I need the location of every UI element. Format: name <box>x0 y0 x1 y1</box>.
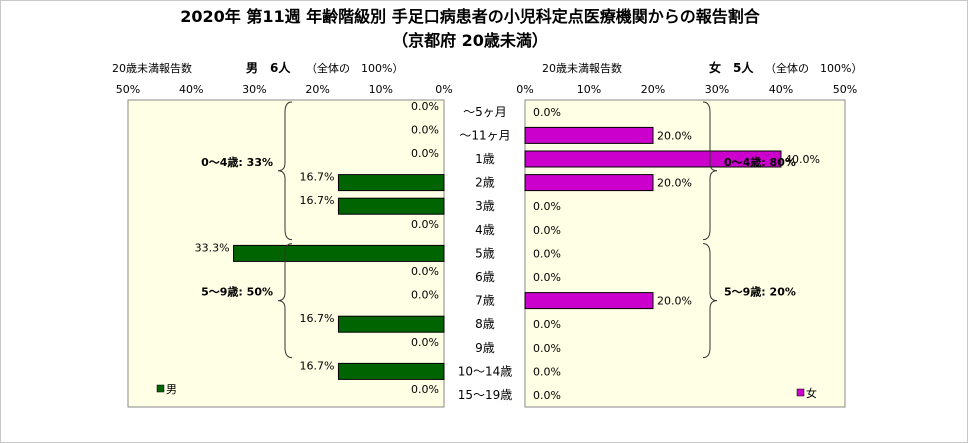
female-data-label: 0.0% <box>533 200 561 213</box>
female-group-brace <box>702 101 718 241</box>
female-data-label: 0.0% <box>533 365 561 378</box>
male-data-label: 0.0% <box>411 218 439 231</box>
male-tick-label: 10% <box>369 83 393 96</box>
female-data-label: 0.0% <box>533 342 561 355</box>
female-data-label: 0.0% <box>533 247 561 260</box>
female-tick-label: 20% <box>641 83 665 96</box>
female-plot-area <box>524 99 846 408</box>
male-caption-total: （全体の 100%） <box>306 61 403 75</box>
male-data-label: 16.7% <box>300 359 335 372</box>
male-group-brace <box>277 101 293 241</box>
male-data-label: 0.0% <box>411 265 439 278</box>
male-data-label: 0.0% <box>411 147 439 160</box>
male-data-label: 16.7% <box>300 194 335 207</box>
female-tick-label: 10% <box>577 83 601 96</box>
female-data-label: 40.0% <box>785 153 820 166</box>
female-data-label: 20.0% <box>657 177 692 190</box>
female-axis-ticks: 0% 10% 20% 30% 40% 50% <box>516 83 857 96</box>
category-label: 10～14歳 <box>458 364 513 378</box>
chart-title: 2020年 第11週 年齢階級別 手足口病患者の小児科定点医療機関からの報告割合 <box>180 7 761 26</box>
male-bar <box>337 362 445 380</box>
male-caption-label: 20歳未満報告数 <box>112 62 192 75</box>
female-data-label: 0.0% <box>533 389 561 402</box>
female-data-label: 0.0% <box>533 271 561 284</box>
male-tick-label: 50% <box>116 83 140 96</box>
female-legend-label: 女 <box>806 386 817 400</box>
female-tick-label: 0% <box>516 83 533 96</box>
female-bar <box>524 292 654 310</box>
female-data-label: 0.0% <box>533 318 561 331</box>
male-data-label: 0.0% <box>411 100 439 113</box>
female-data-label: 20.0% <box>657 295 692 308</box>
male-data-labels: 0.0% 0.0% 0.0% 16.7% 16.7% 0.0% 33.3% 0.0% 0.0% 1… <box>195 100 439 396</box>
female-bars <box>524 126 782 310</box>
male-group-label: 0～4歳: 33% <box>201 155 273 169</box>
male-data-label: 16.7% <box>300 312 335 325</box>
male-bars <box>233 174 445 380</box>
male-data-label: 33.3% <box>195 241 230 254</box>
female-tick-label: 30% <box>705 83 729 96</box>
female-legend-swatch <box>796 388 805 397</box>
male-bar <box>337 197 445 215</box>
category-label: 15～19歳 <box>458 388 513 402</box>
category-label: 1歳 <box>475 152 495 166</box>
category-label: ～5ヶ月 <box>463 105 507 119</box>
male-legend-swatch <box>156 384 165 393</box>
female-bar <box>524 150 782 168</box>
male-caption-count: 男 6人 <box>246 60 291 75</box>
female-caption-label: 20歳未満報告数 <box>542 62 622 75</box>
age-group-braces: 0～4歳: 33% 5～9歳: 50% 0～4歳: 80% 5～9歳: 20% <box>201 101 796 359</box>
male-data-label: 0.0% <box>411 336 439 349</box>
female-caption-total: （全体の 100%） <box>765 61 862 75</box>
female-data-label: 0.0% <box>533 106 561 119</box>
category-label: 2歳 <box>475 176 495 190</box>
male-data-label: 0.0% <box>411 383 439 396</box>
category-label: 4歳 <box>475 223 495 237</box>
female-group-label: 0～4歳: 80% <box>724 155 796 169</box>
male-data-label: 0.0% <box>411 289 439 302</box>
category-label: ～11ヶ月 <box>459 128 510 142</box>
male-bar <box>233 244 445 262</box>
female-data-label: 0.0% <box>533 224 561 237</box>
female-group-brace <box>702 243 718 359</box>
male-tick-label: 40% <box>179 83 203 96</box>
male-axis-ticks: 50% 40% 30% 20% 10% 0% <box>116 83 453 96</box>
female-data-label: 20.0% <box>657 129 692 142</box>
category-label: 7歳 <box>475 294 495 308</box>
male-group-brace <box>277 243 293 359</box>
category-labels: ～5ヶ月 ～11ヶ月 1歳 2歳 3歳 4歳 5歳 6歳 7歳 8歳 9歳 10～14歳 15～19歳 <box>458 105 513 402</box>
male-tick-label: 0% <box>435 83 452 96</box>
chart-subtitle: （京都府 20歳未満） <box>392 31 548 50</box>
male-data-label: 16.7% <box>300 171 335 184</box>
female-tick-label: 50% <box>833 83 857 96</box>
category-label: 8歳 <box>475 317 495 331</box>
male-group-label: 5～9歳: 50% <box>201 285 273 299</box>
male-bar <box>337 174 445 192</box>
male-bar <box>337 315 445 333</box>
category-label: 6歳 <box>475 270 495 284</box>
female-group-label: 5～9歳: 20% <box>724 285 796 299</box>
category-label: 5歳 <box>475 246 495 260</box>
female-data-labels: 0.0% 20.0% 40.0% 20.0% 0.0% 0.0% 0.0% 0.0% 20.0%… <box>533 106 820 402</box>
male-tick-label: 20% <box>305 83 329 96</box>
category-label: 9歳 <box>475 341 495 355</box>
male-data-label: 0.0% <box>411 123 439 136</box>
female-bar <box>524 174 654 192</box>
category-label: 3歳 <box>475 199 495 213</box>
female-caption-count: 女 5人 <box>709 60 754 75</box>
male-legend-label: 男 <box>166 383 177 396</box>
female-tick-label: 40% <box>769 83 793 96</box>
female-bar <box>524 126 654 144</box>
male-tick-label: 30% <box>242 83 266 96</box>
